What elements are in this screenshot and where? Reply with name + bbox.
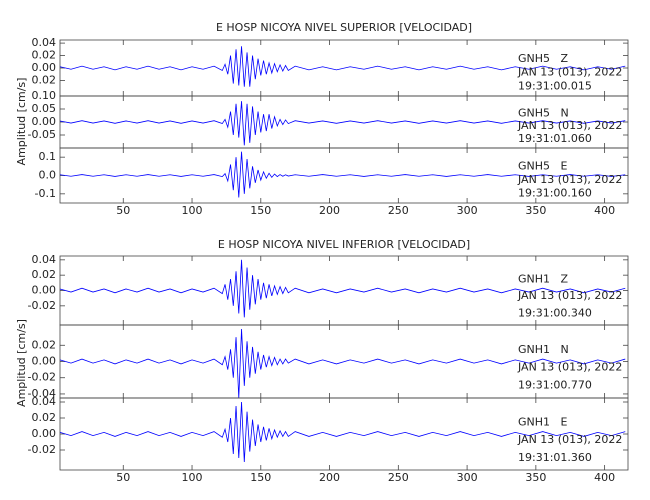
date-label: JAN 13 (013), 2022 (517, 289, 622, 302)
x-tick-label: 350 (525, 204, 546, 217)
x-tick-label: 50 (116, 204, 130, 217)
y-tick-label: -0.05 (28, 128, 56, 141)
y-tick-label: 0.00 (32, 61, 57, 74)
y-tick-label: 0.00 (32, 427, 57, 440)
time-label: 19:31:00.160 (518, 187, 592, 200)
y-tick-label: -0.1 (35, 187, 56, 200)
y-tick-label: -0.02 (28, 299, 56, 312)
time-label: 19:31:01.060 (518, 132, 592, 145)
x-tick-label: 250 (388, 204, 409, 217)
x-tick-label: 200 (319, 471, 340, 484)
y-tick-label: 0.04 (32, 395, 57, 408)
y-tick-label: 0.04 (32, 253, 57, 266)
station-label: GNH5 N (518, 107, 569, 120)
time-label: 19:31:00.015 (518, 79, 592, 92)
waveform (59, 401, 626, 463)
y-axis-label: Amplitud [cm/s] (15, 319, 28, 407)
x-tick-label: 250 (388, 471, 409, 484)
x-tick-label: 400 (594, 204, 615, 217)
station-label: GNH1 E (518, 415, 568, 428)
y-tick-label: -0.02 (28, 371, 56, 384)
y-tick-label: -0.02 (28, 443, 56, 456)
waveform (59, 329, 626, 399)
y-tick-label: 0.00 (32, 284, 57, 297)
time-label: 19:31:01.360 (518, 451, 592, 464)
y-tick-label: 0.00 (32, 355, 57, 368)
y-tick-label: 0.04 (32, 36, 57, 49)
time-label: 19:31:00.770 (518, 379, 592, 392)
date-label: JAN 13 (013), 2022 (517, 433, 622, 446)
x-tick-label: 50 (116, 471, 130, 484)
x-tick-label: 150 (250, 204, 271, 217)
waveform (59, 46, 626, 87)
date-label: JAN 13 (013), 2022 (517, 360, 622, 373)
y-tick-label: 0.00 (32, 115, 57, 128)
y-tick-label: 0.10 (32, 89, 57, 102)
x-tick-label: 100 (182, 204, 203, 217)
x-tick-label: 150 (250, 471, 271, 484)
y-tick-label: 0.02 (32, 411, 57, 424)
station-label: GNH5 Z (518, 52, 569, 65)
y-axis-label: Amplitud [cm/s] (15, 78, 28, 166)
chart-title: E HOSP NICOYA NIVEL SUPERIOR [VELOCIDAD] (216, 21, 472, 34)
time-label: 19:31:00.340 (518, 306, 592, 319)
waveform (59, 101, 626, 146)
waveform (59, 259, 626, 318)
y-tick-label: 0.02 (32, 49, 57, 62)
x-tick-label: 350 (525, 471, 546, 484)
date-label: JAN 13 (013), 2022 (517, 173, 622, 186)
y-tick-label: 0.02 (32, 338, 57, 351)
station-label: GNH5 E (518, 160, 568, 173)
y-tick-label: 0.02 (32, 73, 57, 86)
x-tick-label: 400 (594, 471, 615, 484)
date-label: JAN 13 (013), 2022 (517, 119, 622, 132)
x-tick-label: 200 (319, 204, 340, 217)
y-tick-label: 0.02 (32, 268, 57, 281)
station-label: GNH1 N (518, 343, 569, 356)
y-tick-label: 0.05 (32, 102, 57, 115)
station-label: GNH1 Z (518, 272, 569, 285)
y-tick-label: 0.0 (39, 169, 57, 182)
waveform (59, 151, 626, 198)
date-label: JAN 13 (013), 2022 (517, 65, 622, 78)
y-tick-label: -0.04 (28, 387, 56, 400)
x-tick-label: 300 (457, 471, 478, 484)
x-tick-label: 100 (182, 471, 203, 484)
chart-title: E HOSP NICOYA NIVEL INFERIOR [VELOCIDAD] (218, 238, 470, 251)
x-tick-label: 300 (457, 204, 478, 217)
y-tick-label: 0.1 (39, 150, 57, 163)
